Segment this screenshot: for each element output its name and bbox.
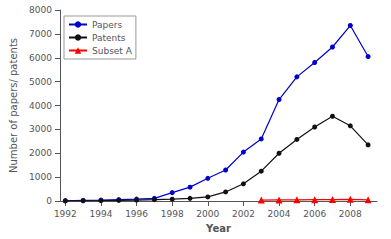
svg-text:2000: 2000 <box>29 148 52 158</box>
svg-text:Papers: Papers <box>92 20 122 30</box>
svg-text:2004: 2004 <box>268 209 291 219</box>
svg-text:0: 0 <box>46 196 52 206</box>
svg-text:1994: 1994 <box>90 209 113 219</box>
svg-text:7000: 7000 <box>29 29 52 39</box>
svg-text:Year: Year <box>205 223 231 234</box>
svg-text:2008: 2008 <box>339 209 362 219</box>
svg-text:1998: 1998 <box>161 209 184 219</box>
svg-text:2006: 2006 <box>303 209 326 219</box>
svg-text:6000: 6000 <box>29 53 52 63</box>
svg-text:1996: 1996 <box>125 209 148 219</box>
svg-text:2002: 2002 <box>232 209 255 219</box>
svg-text:5000: 5000 <box>29 77 52 87</box>
svg-text:8000: 8000 <box>29 5 52 15</box>
svg-text:Subset A: Subset A <box>92 46 133 56</box>
svg-text:1992: 1992 <box>54 209 77 219</box>
svg-text:3000: 3000 <box>29 124 52 134</box>
svg-text:2000: 2000 <box>196 209 219 219</box>
svg-text:4000: 4000 <box>29 101 52 111</box>
svg-text:Number of papers/ patents: Number of papers/ patents <box>8 38 19 173</box>
svg-text:Patents: Patents <box>92 33 126 43</box>
svg-text:1000: 1000 <box>29 172 52 182</box>
